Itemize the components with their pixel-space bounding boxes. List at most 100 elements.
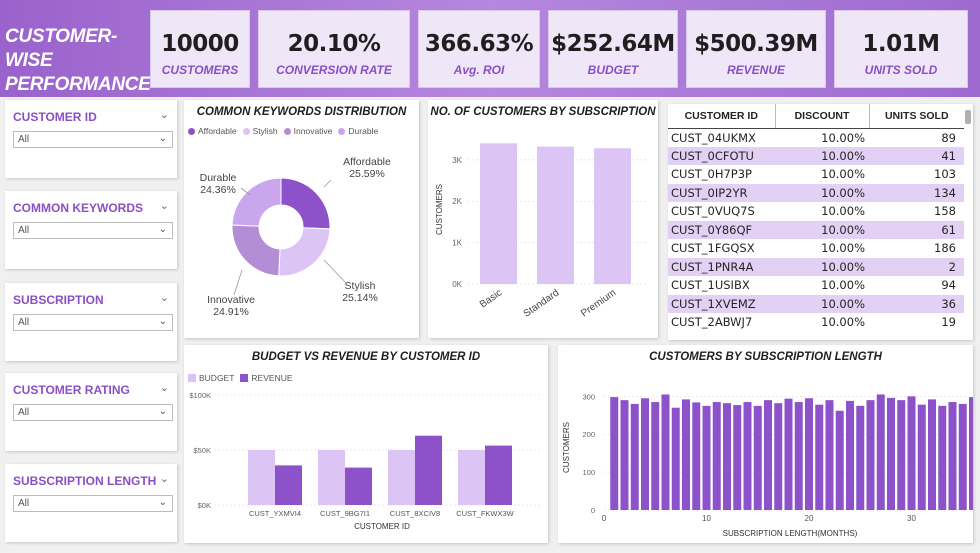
table-row[interactable]: CUST_0VUQ7S 10.00% 158 xyxy=(668,202,964,221)
legend-item[interactable]: Stylish xyxy=(242,126,278,136)
bar-revenue xyxy=(485,445,512,505)
cell-units-sold: 61 xyxy=(869,220,964,239)
bar-month-15 xyxy=(753,405,762,510)
slicer-dropdown[interactable]: All ⌄ xyxy=(13,404,173,421)
legend-dot xyxy=(242,127,250,135)
header-banner: CUSTOMER-WISE PERFORMANCE 10000 CUSTOMER… xyxy=(0,0,980,97)
leader-line xyxy=(323,179,332,188)
slicer-title: CUSTOMER ID xyxy=(13,110,97,124)
x-tick-label: Premium xyxy=(579,287,618,319)
slicer-customer-id: CUSTOMER ID ⌄ All ⌄ xyxy=(5,100,177,178)
column-header-discount[interactable]: DISCOUNT xyxy=(774,104,869,129)
bar-month-13 xyxy=(733,405,742,510)
slicer-dropdown[interactable]: All ⌄ xyxy=(13,131,173,148)
bar-budget xyxy=(458,450,485,505)
slicer-subscription-length: SUBSCRIPTION LENGTH ⌄ All ⌄ xyxy=(5,464,177,542)
cell-units-sold: 36 xyxy=(869,294,964,313)
legend-dot xyxy=(283,127,291,135)
legend-dot xyxy=(188,127,195,135)
table-row[interactable]: CUST_04UKMX 10.00% 89 xyxy=(668,128,964,147)
chevron-down-icon[interactable]: ⌄ xyxy=(159,292,169,304)
bar-month-16 xyxy=(764,400,772,510)
legend-label: Durable xyxy=(348,126,379,136)
cell-units-sold: 158 xyxy=(934,204,956,219)
cell-units-sold: 134 xyxy=(869,183,964,202)
cell-discount: 10.00% xyxy=(821,167,865,182)
cell-discount: 10.00% xyxy=(775,257,869,276)
cell-discount: 10.00% xyxy=(775,294,869,313)
cell-customer-id: CUST_1XVEMZ xyxy=(668,294,775,313)
bar-month-11 xyxy=(712,402,721,510)
slicer-dropdown[interactable]: All ⌄ xyxy=(13,222,173,239)
chevron-down-icon[interactable]: ⌄ xyxy=(159,200,169,212)
bar-month-36 xyxy=(969,397,973,510)
bar-budget xyxy=(318,450,345,505)
legend-item[interactable]: Affordable xyxy=(188,126,237,136)
x-axis-title: SUBSCRIPTION LENGTH(MONTHS) xyxy=(723,529,858,538)
x-tick-label: 20 xyxy=(805,514,814,523)
legend-label: Stylish xyxy=(252,126,278,136)
bar-budget xyxy=(248,450,275,505)
cell-customer-id: CUST_1FGQSX xyxy=(671,241,755,256)
kpi-units-sold: 1.01M UNITS SOLD xyxy=(834,10,968,88)
table-row[interactable]: CUST_0CFOTU 10.00% 41 xyxy=(668,146,964,165)
kpi-value: $252.64M xyxy=(551,31,675,57)
table-row[interactable]: CUST_1USIBX 10.00% 94 xyxy=(668,276,964,295)
table-row[interactable]: CUST_0H7P3P 10.00% 103 xyxy=(668,165,964,184)
slicer-value: All xyxy=(18,317,30,328)
bar-month-14 xyxy=(743,402,752,510)
chevron-down-icon: ⌄ xyxy=(158,224,167,235)
column-header-customer-id[interactable]: CUSTOMER ID xyxy=(668,104,775,129)
donut-chart: Affordable25.59%Stylish25.14%Innovative2… xyxy=(200,156,391,318)
y-axis-title: CUSTOMERS xyxy=(435,184,444,235)
table-row[interactable]: CUST_2ABWJ7 10.00% 19 xyxy=(668,313,964,332)
cell-discount: 10.00% xyxy=(821,278,865,293)
bar-month-18 xyxy=(784,398,793,510)
customer-table: CUSTOMER ID DISCOUNT UNITS SOLD CUST_04U… xyxy=(668,104,973,340)
x-tick-label: 0 xyxy=(602,514,607,523)
donut-label-category: Affordable xyxy=(343,156,391,168)
slicer-dropdown[interactable]: All ⌄ xyxy=(13,495,173,512)
cell-customer-id: CUST_0CFOTU xyxy=(668,146,775,165)
chart-title: BUDGET VS REVENUE BY CUSTOMER ID xyxy=(251,351,481,363)
budget-revenue-bar-chart: $0K $50K $100K CUST_YXMVI4 CUST_9BG7I1 CUST_8… xyxy=(189,391,542,531)
kpi-label: UNITS SOLD xyxy=(864,63,938,77)
donut-label-category: Durable xyxy=(200,172,237,184)
bar-month-1 xyxy=(610,397,619,510)
bar-month-21 xyxy=(815,404,824,510)
leader-line xyxy=(323,259,348,285)
bar-month-23 xyxy=(835,410,844,510)
bar-month-6 xyxy=(661,394,670,510)
kpi-avg-roi: 366.63% Avg. ROI xyxy=(418,10,540,88)
column-header-units-sold[interactable]: UNITS SOLD xyxy=(868,104,964,129)
table-scrollbar[interactable] xyxy=(965,110,971,124)
chevron-down-icon[interactable]: ⌄ xyxy=(159,473,169,485)
kpi-revenue: $500.39M REVENUE xyxy=(686,10,826,88)
bar-month-8 xyxy=(682,399,690,510)
donut-label-value: 24.36% xyxy=(200,184,236,196)
table-row[interactable]: CUST_1FGQSX 10.00% 186 xyxy=(668,239,964,258)
table-row[interactable]: CUST_0Y86QF 10.00% 61 xyxy=(668,220,964,239)
x-tick-label: CUST_YXMVI4 xyxy=(249,509,301,518)
chevron-down-icon[interactable]: ⌄ xyxy=(159,382,169,394)
table-row[interactable]: CUST_0IP2YR 10.00% 134 xyxy=(668,183,964,202)
chart-title: COMMON KEYWORDS DISTRIBUTION xyxy=(196,106,407,118)
cell-discount: 10.00% xyxy=(775,146,869,165)
legend-item[interactable]: Durable xyxy=(338,126,378,136)
bar-month-4 xyxy=(641,398,649,510)
cell-discount: 10.00% xyxy=(821,130,865,145)
table-row[interactable]: CUST_1PNR4A 10.00% 2 xyxy=(668,257,964,276)
dashboard-title: CUSTOMER-WISE PERFORMANCE xyxy=(5,25,151,97)
table-header-row: CUSTOMER ID DISCOUNT UNITS SOLD xyxy=(668,104,964,129)
legend-item[interactable]: BUDGET xyxy=(188,373,234,383)
x-tick-label: 30 xyxy=(907,514,916,523)
bar-month-33 xyxy=(938,405,947,510)
chevron-down-icon: ⌄ xyxy=(158,133,167,144)
legend-item[interactable]: REVENUE xyxy=(240,373,293,383)
chevron-down-icon[interactable]: ⌄ xyxy=(159,109,169,121)
legend-item[interactable]: Innovative xyxy=(283,126,332,136)
table-row[interactable]: CUST_1XVEMZ 10.00% 36 xyxy=(668,294,964,313)
budget-revenue-card: BUDGET VS REVENUE BY CUSTOMER ID BUDGET … xyxy=(184,345,548,543)
slicer-dropdown[interactable]: All ⌄ xyxy=(13,314,173,331)
donut-slice-stylish xyxy=(278,227,331,277)
